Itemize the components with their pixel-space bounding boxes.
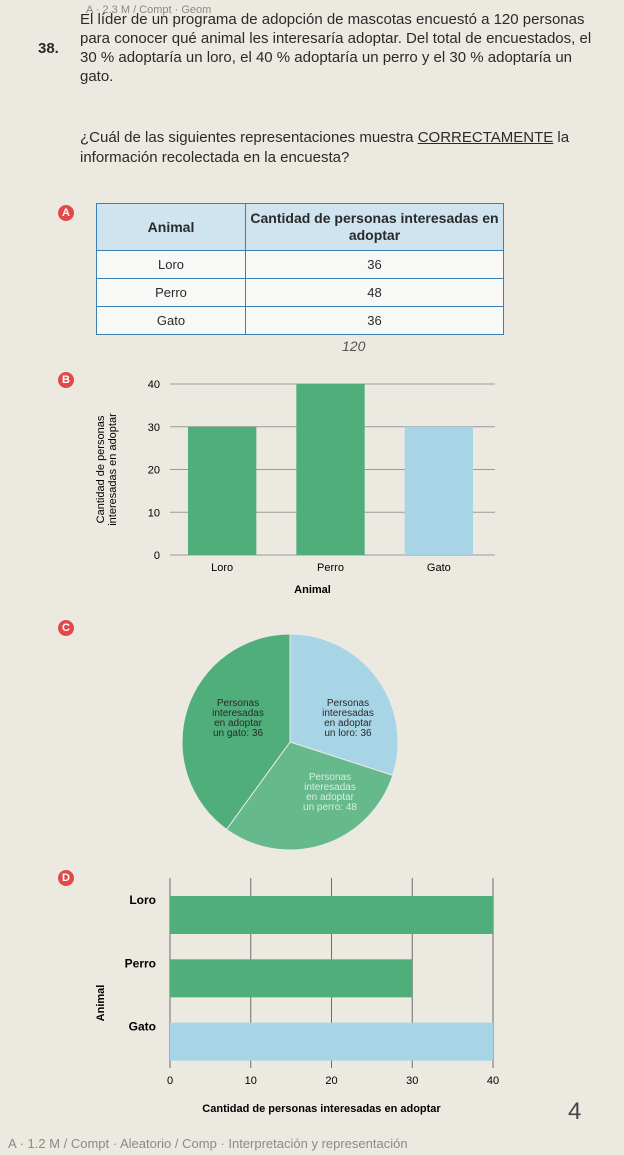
table-cell-value: 36	[245, 306, 504, 335]
question-prompt: ¿Cuál de las siguientes representaciones…	[80, 128, 600, 168]
handwritten-total: 120	[342, 338, 366, 354]
option-d-hbar-chart: 0 10 20 30 40 Loro Perro Gato Cantidad de person…	[95, 878, 499, 1115]
y-tick-label: 30	[148, 422, 160, 434]
y-tick-label: 10	[148, 507, 160, 519]
x-tick-label: 20	[325, 1075, 337, 1087]
table-row: Gato 36	[96, 306, 504, 335]
y-tick-label: 20	[148, 465, 160, 477]
x-tick-label: 40	[487, 1075, 499, 1087]
x-tick-label: 0	[167, 1075, 173, 1087]
question-text: El líder de un programa de adopción de m…	[80, 11, 592, 85]
table-cell-animal: Gato	[96, 306, 246, 335]
prompt-after: la información recolectada en la encuest…	[80, 129, 570, 166]
bar-perro	[296, 384, 365, 555]
pie-label: Personas interesadas en adoptar un perro: 4…	[303, 772, 357, 813]
pie-label: Personas interesadas en adoptar un gato: 36	[212, 698, 264, 739]
option-c-pie-chart: Personas interesadas en adoptar un gato: 36…	[181, 633, 399, 851]
pie-slice	[181, 633, 291, 831]
x-tick-label: 10	[245, 1075, 257, 1087]
table-cell-animal: Perro	[96, 278, 246, 307]
y-tick-label: 0	[154, 550, 160, 562]
x-tick-label: 30	[406, 1075, 418, 1087]
table-cell-animal: Loro	[96, 250, 246, 279]
y-tick-label: Gato	[129, 1020, 156, 1034]
y-tick-label: Perro	[125, 956, 156, 970]
y-axis-label: Animal	[95, 985, 107, 1022]
prompt-before: ¿Cuál de las siguientes representaciones…	[80, 129, 418, 146]
pie-slice	[289, 633, 399, 777]
bar-gato	[404, 426, 473, 555]
option-d-badge[interactable]: D	[58, 870, 74, 886]
x-tick-label: Perro	[317, 562, 344, 574]
pie-slice	[225, 741, 394, 851]
bar-loro	[188, 426, 257, 555]
option-a-badge[interactable]: A	[58, 205, 74, 221]
bar-perro	[170, 959, 413, 998]
table-cell-value: 48	[245, 278, 504, 307]
footer-text: A · 1.2 M / Compt · Aleatorio / Comp · I…	[8, 1136, 408, 1151]
y-tick-label: Loro	[129, 893, 156, 907]
option-c-badge[interactable]: C	[58, 620, 74, 636]
bar-loro	[170, 896, 493, 934]
pie-label: Personas interesadas en adoptar un loro: 36	[322, 698, 374, 739]
option-a-table: Animal Cantidad de personas interesadas …	[96, 203, 504, 335]
table-cell-value: 36	[245, 250, 504, 279]
y-axis-label: Cantidad de personasinteresadas en adopt…	[95, 413, 119, 526]
table-row: Perro 48	[96, 278, 504, 307]
question-number: 38.	[38, 40, 59, 57]
prompt-emphasis: CORRECTAMENTE	[417, 129, 554, 146]
table-header-count: Cantidad de personas interesadas en adop…	[245, 203, 504, 251]
bar-gato	[170, 1022, 493, 1061]
table-header-animal: Animal	[96, 203, 246, 251]
x-axis-label: Animal	[294, 584, 331, 596]
table-row: Loro 36	[96, 250, 504, 279]
page-header: A · 2.3 M / Compt · Geom	[86, 4, 212, 16]
handwritten-note: 4	[568, 1098, 582, 1125]
option-b-bar-chart: 0 10 20 30 40 Loro Perro Gato Animal Cantidad de …	[95, 379, 495, 596]
x-tick-label: Loro	[211, 562, 233, 574]
x-axis-label: Cantidad de personas interesadas en adop…	[202, 1103, 441, 1115]
x-tick-label: Gato	[427, 562, 451, 574]
y-tick-label: 40	[148, 379, 160, 391]
option-b-badge[interactable]: B	[58, 372, 74, 388]
